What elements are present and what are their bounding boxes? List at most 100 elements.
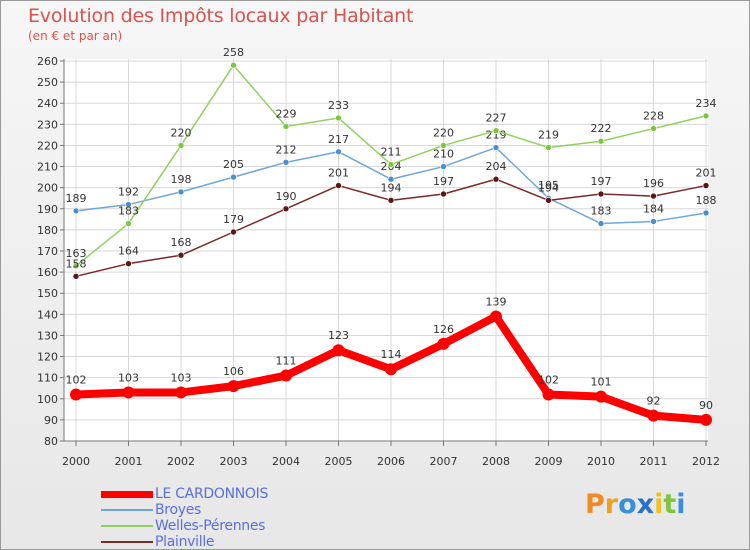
data-label: 210	[433, 148, 454, 161]
legend-swatch	[101, 525, 153, 527]
data-label: 163	[66, 247, 87, 260]
data-point	[72, 207, 80, 215]
y-tick-label: 80	[44, 435, 58, 448]
data-label: 234	[696, 97, 717, 110]
x-tick-label: 2006	[377, 455, 405, 468]
y-tick-label: 90	[44, 414, 58, 427]
data-label: 139	[486, 295, 507, 308]
data-label: 212	[276, 143, 297, 156]
data-label: 204	[486, 160, 507, 173]
data-point	[177, 142, 185, 149]
data-point	[125, 260, 132, 267]
data-label: 228	[643, 110, 664, 123]
data-point	[70, 388, 82, 401]
chart-title: Evolution des Impôts locaux par Habitant	[28, 5, 414, 27]
data-point	[647, 409, 660, 422]
y-tick-label: 210	[37, 161, 58, 174]
data-point	[335, 148, 342, 156]
data-point	[440, 190, 447, 198]
y-tick-label: 130	[37, 329, 58, 342]
data-point	[72, 273, 80, 280]
logo-letter: P	[585, 489, 605, 520]
logo-letter: r	[604, 489, 619, 520]
y-tick-label: 250	[37, 76, 58, 89]
data-point	[597, 220, 605, 227]
legend-swatch	[101, 541, 153, 543]
data-label: 198	[171, 173, 192, 186]
data-point	[437, 337, 450, 350]
data-point	[650, 218, 657, 225]
data-label: 90	[699, 399, 713, 412]
y-tick-label: 100	[37, 393, 58, 406]
data-point	[230, 61, 237, 69]
y-tick-label: 170	[37, 245, 58, 258]
data-point	[230, 173, 237, 181]
data-label: 183	[118, 205, 139, 218]
data-point	[545, 197, 552, 204]
data-label: 197	[591, 175, 612, 188]
data-label: 190	[276, 190, 297, 203]
data-label: 123	[328, 329, 349, 342]
data-point	[702, 112, 710, 120]
y-tick-label: 200	[37, 182, 58, 195]
data-label: 220	[433, 126, 454, 139]
chart-subtitle: (en € et par an)	[28, 29, 123, 43]
data-point	[490, 310, 502, 323]
data-point	[72, 262, 80, 270]
data-label: 114	[381, 348, 402, 361]
data-label: 192	[118, 186, 139, 199]
logo-letter: i	[676, 489, 686, 520]
data-point	[650, 192, 657, 200]
data-label: 233	[328, 99, 349, 112]
data-label: 197	[433, 175, 454, 188]
data-point	[440, 142, 447, 149]
x-tick-label: 2010	[587, 455, 615, 468]
y-tick-label: 240	[37, 97, 58, 110]
data-label: 189	[66, 192, 87, 205]
data-label: 102	[538, 374, 559, 387]
data-point	[595, 390, 607, 403]
data-point	[282, 205, 290, 213]
data-point	[280, 369, 292, 382]
y-tick-label: 140	[37, 308, 58, 321]
data-label: 111	[276, 355, 297, 368]
data-label: 164	[118, 245, 139, 258]
y-tick-label: 230	[37, 118, 58, 131]
data-point	[492, 175, 500, 183]
legend-label: Plainville	[155, 534, 215, 550]
data-point	[492, 144, 500, 151]
data-label: 184	[643, 202, 664, 215]
data-point	[332, 344, 345, 357]
data-label: 217	[328, 133, 349, 146]
data-label: 194	[538, 181, 559, 194]
data-point	[177, 188, 185, 196]
x-tick-label: 2008	[482, 455, 510, 468]
data-point	[177, 251, 185, 259]
x-tick-label: 2004	[272, 455, 300, 468]
logo-letter: i	[654, 489, 664, 520]
data-point	[545, 144, 552, 151]
data-label: 220	[171, 126, 192, 139]
data-point	[227, 380, 240, 393]
x-tick-label: 2011	[640, 455, 668, 468]
data-label: 205	[223, 158, 244, 171]
data-point	[282, 123, 290, 130]
legend-label: Broyes	[155, 502, 202, 518]
data-label: 103	[118, 371, 139, 384]
data-point	[597, 137, 605, 145]
data-label: 126	[433, 323, 454, 336]
data-label: 158	[66, 257, 87, 270]
data-point	[597, 190, 605, 198]
y-tick-label: 120	[37, 351, 58, 364]
data-label: 92	[647, 395, 661, 408]
data-point	[125, 201, 132, 208]
y-tick-label: 150	[37, 287, 58, 300]
data-label: 195	[538, 179, 559, 192]
data-label: 188	[696, 194, 717, 207]
data-label: 194	[381, 181, 402, 194]
data-label: 168	[171, 236, 192, 249]
data-point	[702, 182, 710, 189]
x-tick-label: 2012	[692, 455, 720, 468]
legend-swatch	[101, 509, 153, 511]
